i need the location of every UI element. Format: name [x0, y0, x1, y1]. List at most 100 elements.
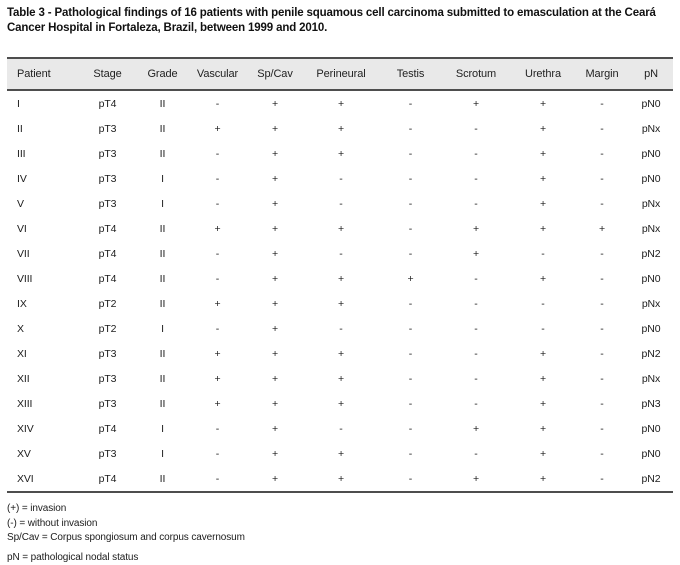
data-cell: pN0 [641, 447, 661, 460]
data-cell: - [474, 322, 478, 335]
data-cell: I [161, 172, 164, 185]
data-cell: + [539, 472, 547, 485]
data-cell: + [214, 347, 221, 360]
data-cell: + [271, 347, 279, 360]
table-row: III pT3 II - + + - - + - pN0 [7, 141, 673, 166]
data-cell: + [271, 372, 279, 385]
patient-cell: XIII [17, 397, 33, 410]
data-cell: - [474, 347, 478, 360]
data-cell: + [472, 222, 480, 235]
data-cell: + [337, 147, 345, 160]
data-cell: - [408, 422, 413, 435]
footnote: pN = pathological nodal status [7, 551, 139, 563]
data-cell: II [159, 272, 166, 285]
data-cell: + [214, 397, 221, 410]
data-cell: + [337, 222, 345, 235]
patient-cell: XII [17, 372, 30, 385]
data-cell: + [337, 397, 345, 410]
data-cell: II [159, 247, 166, 260]
table-row: XII pT3 II + + + - - + - pNx [7, 366, 673, 391]
data-cell: pN0 [641, 422, 661, 435]
data-cell: + [539, 347, 547, 360]
pathology-table: Patient Stage Grade Vascular Sp/Cav Perineura… [7, 57, 673, 493]
header-cell-perineural: Perineural [316, 68, 366, 80]
data-cell: - [215, 172, 220, 185]
table-row: VIII pT4 II - + + + - + - pN0 [7, 266, 673, 291]
data-cell: + [271, 147, 279, 160]
data-cell: I [161, 197, 164, 210]
data-cell: + [214, 297, 221, 310]
data-cell: + [271, 122, 279, 135]
header-cell-grade: Grade [147, 68, 178, 80]
data-cell: pT3 [98, 397, 117, 410]
data-cell: + [271, 247, 279, 260]
data-cell: pT4 [98, 97, 117, 110]
data-cell: + [271, 222, 279, 235]
data-cell: + [337, 97, 345, 110]
data-cell: - [474, 197, 478, 210]
data-cell: + [337, 472, 345, 485]
header-cell-scrotum: Scrotum [455, 68, 497, 80]
data-cell: - [600, 197, 604, 210]
data-cell: - [408, 147, 413, 160]
data-cell: - [408, 172, 413, 185]
data-cell: pT4 [98, 222, 117, 235]
data-cell: II [159, 97, 166, 110]
table-row: VI pT4 II + + + - + + + pNx [7, 216, 673, 241]
data-cell: + [472, 247, 480, 260]
data-cell: pN2 [641, 247, 661, 260]
data-cell: II [159, 122, 166, 135]
patient-cell: IX [17, 297, 27, 310]
data-cell: - [600, 172, 604, 185]
data-cell: II [159, 347, 166, 360]
data-cell: + [214, 222, 221, 235]
data-cell: pN0 [641, 97, 661, 110]
data-cell: pT3 [98, 447, 117, 460]
data-cell: - [215, 322, 220, 335]
data-cell: - [474, 147, 478, 160]
patient-cell: IV [17, 172, 27, 185]
data-cell: II [159, 472, 166, 485]
patient-cell: V [17, 197, 24, 210]
data-cell: - [408, 222, 413, 235]
table-row: VII pT4 II - + - - + - - pN2 [7, 241, 673, 266]
data-cell: + [337, 272, 345, 285]
data-cell: + [539, 422, 547, 435]
data-cell: - [339, 172, 343, 185]
table-row: XIV pT4 I - + - - + + - pN0 [7, 416, 673, 441]
header-cell-stage: Stage [93, 68, 122, 80]
data-cell: + [271, 297, 279, 310]
data-cell: + [271, 97, 279, 110]
data-cell: pT4 [98, 272, 117, 285]
data-cell: - [600, 397, 604, 410]
data-cell: + [598, 222, 606, 235]
header-cell-sp-cav: Sp/Cav [257, 68, 293, 80]
data-cell: + [539, 122, 547, 135]
data-cell: - [600, 247, 604, 260]
data-cell: - [215, 422, 220, 435]
data-cell: - [474, 272, 478, 285]
data-cell: - [474, 297, 478, 310]
data-cell: - [339, 197, 343, 210]
table-row: XVI pT4 II - + + - + + - pN2 [7, 466, 673, 492]
data-cell: - [408, 197, 413, 210]
data-cell: - [474, 397, 478, 410]
data-cell: - [339, 422, 343, 435]
data-cell: + [337, 297, 345, 310]
data-cell: pT3 [98, 147, 117, 160]
header-cell-pn: pN [644, 68, 658, 80]
data-cell: - [600, 447, 604, 460]
data-cell: - [600, 147, 604, 160]
data-cell: pNx [641, 122, 661, 135]
data-cell: - [408, 122, 413, 135]
data-cell: - [408, 297, 413, 310]
footnote: Sp/Cav = Corpus spongiosum and corpus ca… [7, 532, 245, 543]
data-cell: + [271, 197, 279, 210]
data-cell: + [539, 197, 547, 210]
footnote: (-) = without invasion [7, 517, 98, 529]
